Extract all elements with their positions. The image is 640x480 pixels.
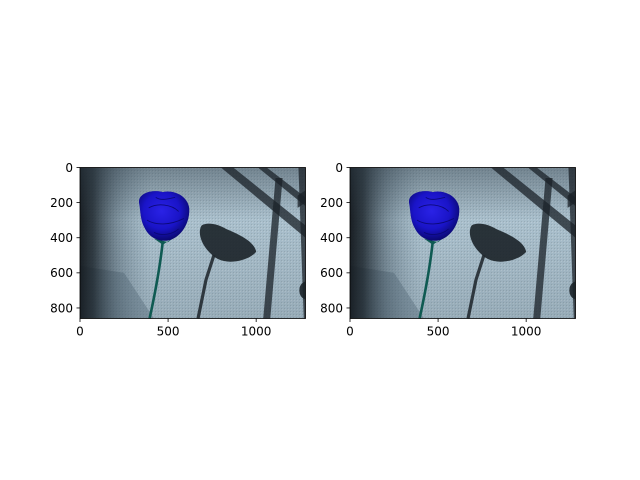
y-tick-label: 400	[50, 231, 73, 245]
window-shadow-bar	[297, 190, 306, 208]
y-tick-label: 0	[335, 161, 343, 175]
window-shadow-bar	[527, 167, 576, 207]
photo-image	[80, 167, 306, 319]
x-tick-label: 500	[427, 325, 450, 339]
petal-fold	[425, 196, 446, 200]
photo-image	[350, 167, 576, 319]
y-tick-label: 600	[50, 266, 73, 280]
window-shadow-bar	[533, 178, 553, 319]
x-tick-label: 0	[76, 325, 84, 339]
petal-fold	[418, 204, 449, 212]
x-tick-label: 0	[346, 325, 354, 339]
edge-shadow	[299, 281, 306, 300]
window-shadow-bar	[490, 167, 576, 238]
rose-shadow	[469, 223, 527, 262]
rose-head	[138, 191, 190, 241]
y-tick-label: 200	[50, 196, 73, 210]
petal-fold	[153, 228, 179, 235]
rose-stem	[148, 241, 165, 319]
y-tick-label: 800	[320, 301, 343, 315]
image-panel-1: 0 500 1000 0 200 400 600 800	[50, 161, 306, 339]
axes-frame	[79, 167, 306, 319]
y-tick-label: 600	[320, 266, 343, 280]
rose-stem	[418, 241, 435, 319]
y-tick-label: 800	[50, 301, 73, 315]
rose-sepals	[423, 237, 444, 245]
x-tick-label: 1000	[241, 325, 272, 339]
edge-shadow	[569, 281, 576, 300]
rose-head	[408, 191, 460, 241]
petal-fold	[146, 218, 185, 225]
axes-frame	[349, 167, 576, 319]
window-shadow-bar	[257, 167, 306, 207]
stem-shadow	[196, 254, 216, 319]
rose-shadow	[199, 223, 257, 262]
y-tick-label: 0	[65, 161, 73, 175]
y-tick-label: 400	[320, 231, 343, 245]
x-tick-label: 500	[157, 325, 180, 339]
window-shadow-bar	[263, 178, 283, 319]
image-panel-2: 0 500 1000 0 200 400 600 800	[320, 161, 576, 339]
petal-fold	[148, 204, 179, 212]
petal-fold	[423, 228, 449, 235]
petal-fold	[416, 218, 455, 225]
window-shadow-bar	[567, 190, 576, 208]
y-tick-label: 200	[320, 196, 343, 210]
rose-sepals	[153, 237, 174, 245]
x-tick-label: 1000	[511, 325, 542, 339]
stem-shadow	[466, 254, 486, 319]
petal-fold	[155, 196, 176, 200]
window-shadow-bar	[220, 167, 306, 238]
